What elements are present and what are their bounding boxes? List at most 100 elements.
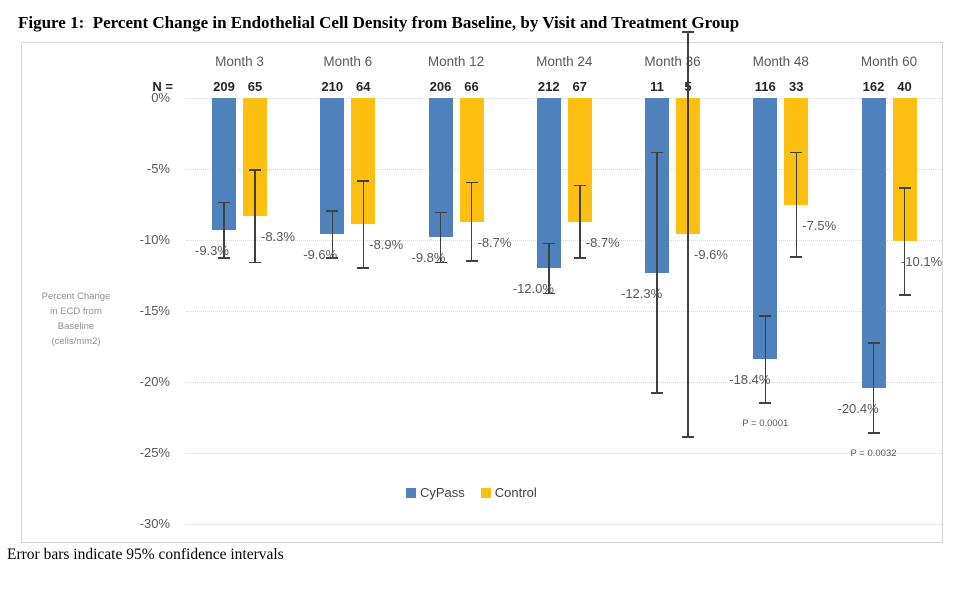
value-label-control: -8.9% bbox=[369, 237, 404, 253]
n-count-label: 206 bbox=[429, 79, 452, 94]
n-count-label: 64 bbox=[356, 79, 371, 94]
error-bar-cap-top bbox=[651, 151, 663, 154]
gridline bbox=[186, 453, 942, 454]
gridline bbox=[186, 311, 942, 312]
error-bar-cap-bottom bbox=[651, 392, 663, 394]
error-bar-cap-top bbox=[898, 187, 911, 189]
p-value-label: P = 0.0032 bbox=[850, 448, 897, 460]
n-equals-label: N = bbox=[152, 79, 173, 94]
y-tick-label: -10% bbox=[139, 232, 170, 247]
month-label: Month 36 bbox=[644, 54, 701, 69]
error-bar-cap-bottom bbox=[465, 260, 478, 262]
bar-cypass bbox=[536, 98, 561, 269]
error-bar-control bbox=[362, 180, 364, 269]
value-label-cypass: -9.6% bbox=[303, 247, 338, 263]
y-axis-title-line: Percent Change bbox=[41, 291, 111, 302]
error-bar-cap-top bbox=[434, 211, 447, 214]
value-label-cypass: -20.4% bbox=[837, 400, 879, 416]
error-bar-cap-top bbox=[542, 242, 555, 245]
bar-cypass bbox=[861, 98, 886, 388]
error-bar-cypass bbox=[656, 151, 658, 394]
month-label: Month 3 bbox=[215, 54, 264, 69]
y-tick-label: -25% bbox=[139, 445, 170, 460]
gridline bbox=[186, 524, 942, 525]
month-label: Month 48 bbox=[752, 54, 809, 69]
value-label-cypass: -12.3% bbox=[621, 285, 663, 301]
month-label: Month 6 bbox=[323, 54, 373, 69]
value-label-control: -7.5% bbox=[802, 217, 837, 233]
y-tick-label: -5% bbox=[146, 161, 170, 176]
error-bar-cypass bbox=[872, 342, 875, 434]
error-bar-control bbox=[254, 169, 256, 263]
error-bar-control bbox=[687, 31, 689, 438]
figure-footnote: Error bars indicate 95% confidence inter… bbox=[7, 546, 284, 563]
value-label-cypass: -9.3% bbox=[195, 243, 229, 259]
error-bar-cap-bottom bbox=[682, 436, 694, 438]
p-value-label: P = 0.0001 bbox=[742, 418, 789, 430]
n-count-label: 66 bbox=[464, 79, 479, 94]
error-bar-cap-bottom bbox=[434, 261, 447, 264]
y-tick-label: -15% bbox=[139, 303, 170, 318]
month-label: Month 60 bbox=[860, 54, 918, 69]
error-bar-cap-top bbox=[249, 169, 261, 171]
value-label-cypass: -9.8% bbox=[411, 250, 446, 266]
legend-item-control: Control bbox=[480, 485, 537, 500]
n-count-label: 65 bbox=[247, 79, 263, 94]
error-bar-cap-top bbox=[326, 210, 339, 212]
error-bar-control bbox=[579, 184, 581, 259]
n-count-label: 162 bbox=[862, 79, 885, 94]
error-bar-cap-top bbox=[357, 180, 370, 182]
error-bar-cap-top bbox=[790, 151, 803, 154]
y-axis-title-line: (cells/mm2) bbox=[51, 336, 101, 347]
error-bar-cap-bottom bbox=[867, 432, 880, 434]
n-count-label: 116 bbox=[754, 79, 776, 94]
error-bar-cap-top bbox=[218, 201, 230, 204]
error-bar-cap-bottom bbox=[542, 292, 555, 295]
gridline bbox=[186, 382, 942, 383]
error-bar-cap-top bbox=[465, 181, 478, 184]
error-bar-control bbox=[795, 151, 797, 258]
error-bar-cap-bottom bbox=[218, 257, 230, 259]
error-bar-cap-bottom bbox=[898, 294, 911, 296]
error-bar-cypass bbox=[439, 211, 442, 263]
y-tick-label: -20% bbox=[139, 374, 170, 389]
y-axis-title-line: in ECD from bbox=[50, 306, 102, 317]
n-count-label: 33 bbox=[789, 79, 804, 94]
error-bar-cypass bbox=[331, 210, 333, 259]
month-label: Month 12 bbox=[427, 54, 485, 69]
gridline bbox=[186, 98, 942, 99]
error-bar-cypass bbox=[223, 201, 225, 259]
n-count-label: 210 bbox=[321, 79, 344, 94]
n-count-label: 212 bbox=[537, 79, 560, 94]
error-bar-cap-bottom bbox=[357, 267, 370, 269]
error-bar-control bbox=[470, 181, 473, 262]
error-bar-cap-bottom bbox=[249, 261, 261, 264]
error-bar-cypass bbox=[548, 242, 550, 294]
y-tick-label: 0% bbox=[151, 90, 170, 105]
value-label-control: -8.3% bbox=[261, 228, 295, 244]
value-label-cypass: -18.4% bbox=[729, 372, 771, 388]
error-bar-cap-bottom bbox=[326, 257, 339, 259]
value-label-control: -8.7% bbox=[477, 234, 512, 250]
legend-label: CyPass bbox=[420, 485, 465, 500]
value-label-cypass: -12.0% bbox=[512, 281, 554, 297]
n-count-label: 40 bbox=[897, 79, 912, 94]
error-bar-cap-bottom bbox=[573, 257, 586, 259]
n-count-label: 67 bbox=[572, 79, 587, 94]
gridline bbox=[186, 240, 942, 241]
chart-area: Percent Change in ECD from Baseline (cells/… bbox=[21, 31, 943, 543]
month-label: Month 24 bbox=[536, 54, 593, 69]
value-label-control: -10.1% bbox=[901, 254, 943, 270]
legend: CyPass Control bbox=[406, 485, 537, 500]
error-bar-cypass bbox=[764, 315, 766, 404]
error-bar-cap-top bbox=[759, 315, 772, 317]
error-bar-cap-top bbox=[867, 342, 880, 344]
y-axis-title-line: Baseline bbox=[57, 321, 95, 332]
value-label-control: -9.6% bbox=[694, 247, 728, 263]
legend-swatch-icon bbox=[480, 487, 491, 498]
legend-label: Control bbox=[494, 485, 537, 500]
y-axis-title: Percent Change in ECD from Baseline (cells/… bbox=[33, 289, 119, 349]
error-bar-cap-top bbox=[573, 184, 586, 187]
value-label-control: -8.7% bbox=[585, 234, 620, 250]
legend-item-cypass: CyPass bbox=[406, 485, 465, 500]
